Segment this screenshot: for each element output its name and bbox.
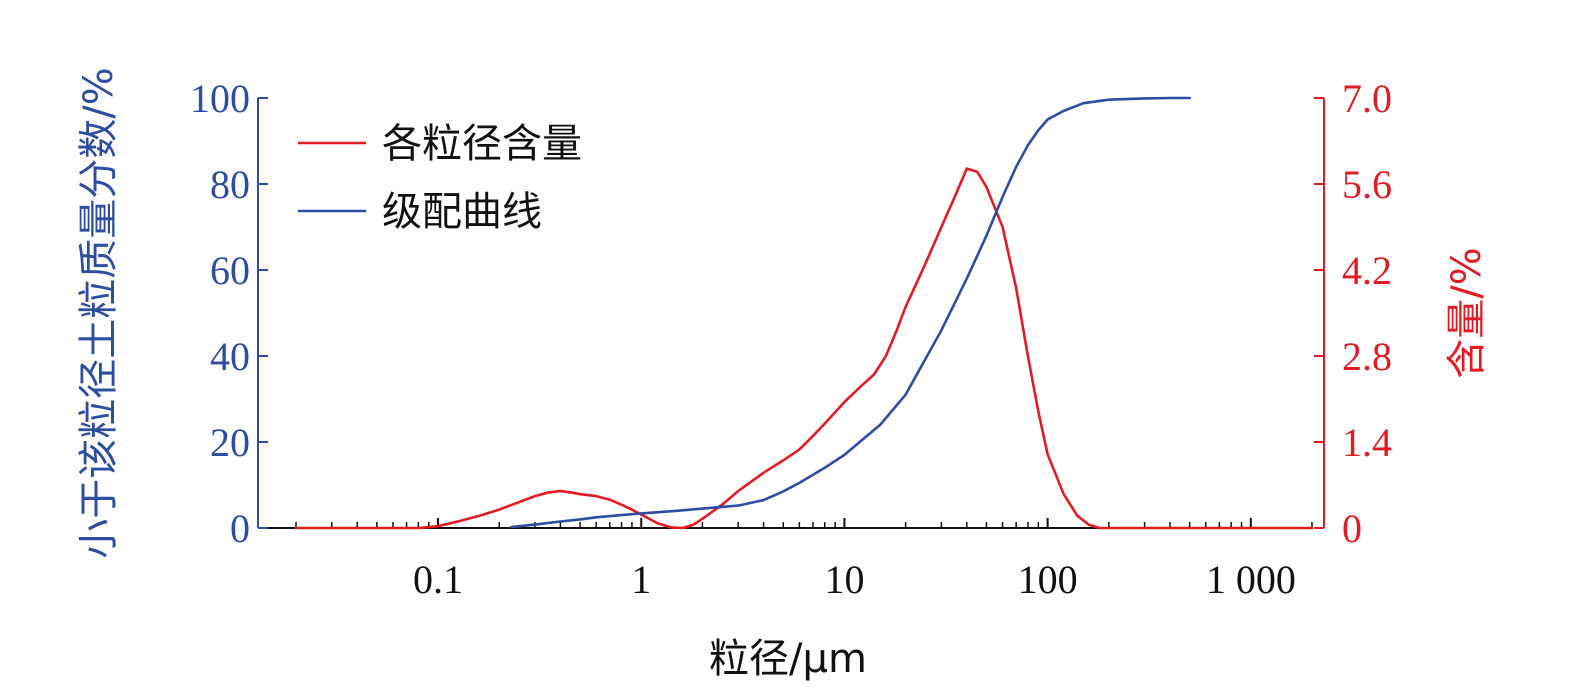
y-right-tick-label: 1.4: [1342, 420, 1392, 465]
legend: 各粒径含量 级配曲线: [298, 121, 582, 235]
y-right-tick-label: 2.8: [1342, 334, 1392, 379]
legend-label-gradation: 级配曲线: [382, 189, 542, 235]
axes-layer: 0.1 1 10 100 1 000 0 20 40 60 80 100 0 1.4 2.8 4.2 5.6 7…: [190, 76, 1392, 602]
series-line-content: [294, 167, 1314, 530]
x-tick-label: 1: [631, 557, 651, 602]
x-axis-title: 粒径/μm: [709, 636, 867, 682]
x-tick-label: 1 000: [1206, 557, 1296, 602]
y-left-tick-label: 0: [230, 506, 250, 551]
y-right-tick-label: 0: [1342, 506, 1362, 551]
y-left-tick-label: 60: [210, 248, 250, 293]
y-left-axis-title: 小于该粒径土粒质量分数/%: [76, 67, 122, 558]
series-layer: [294, 96, 1314, 530]
series-line-gradation: [510, 96, 1191, 529]
x-tick-label: 100: [1018, 557, 1078, 602]
y-left-tick-label: 100: [190, 76, 250, 121]
y-left-tick-label: 20: [210, 420, 250, 465]
y-right-axis-title: 含量/%: [1444, 247, 1490, 378]
y-left-tick-label: 80: [210, 162, 250, 207]
x-tick-label: 0.1: [413, 557, 463, 602]
y-right-tick-label: 4.2: [1342, 248, 1392, 293]
y-left-tick-label: 40: [210, 334, 250, 379]
legend-label-content: 各粒径含量: [382, 121, 582, 167]
y-right-tick-label: 7.0: [1342, 76, 1392, 121]
x-tick-label: 10: [824, 557, 864, 602]
y-right-tick-label: 5.6: [1342, 162, 1392, 207]
